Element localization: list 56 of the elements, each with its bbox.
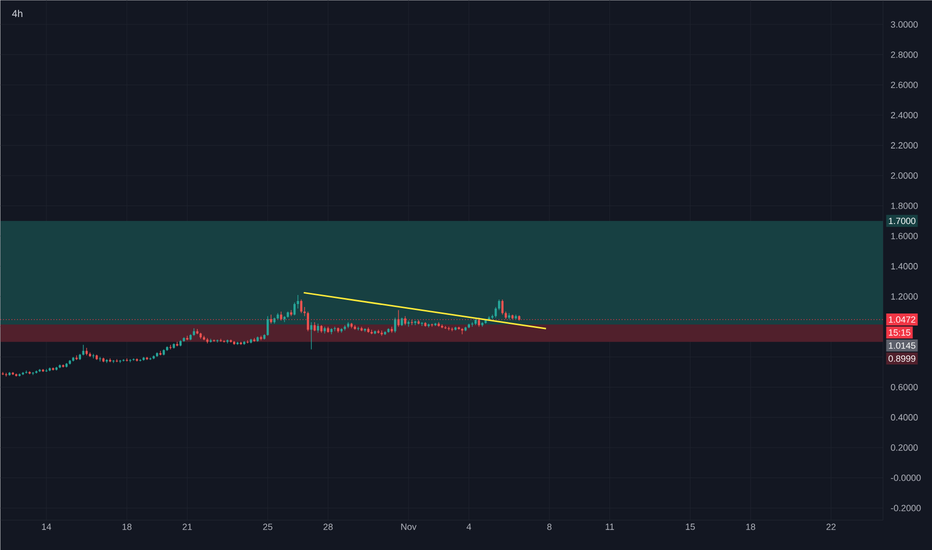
x-tick-label: 21	[182, 524, 192, 530]
y-tick-label: 1.8000	[891, 202, 918, 209]
candlestick	[45, 368, 48, 372]
candlestick	[159, 350, 162, 356]
y-tick-label: 0.2000	[890, 444, 918, 451]
x-tick-label: Nov	[401, 524, 417, 530]
y-tick-label: 2.8000	[891, 51, 918, 58]
x-tick-label: 18	[122, 524, 132, 530]
y-tick-label: 2.2000	[891, 142, 918, 148]
candlestick	[260, 335, 262, 341]
candlestick	[501, 299, 504, 315]
candlestick	[226, 339, 229, 344]
candlestick	[296, 294, 299, 309]
candlestick	[300, 299, 302, 314]
candlestick	[310, 322, 312, 350]
y-tick-label: 3.0000	[890, 21, 918, 28]
candlestick	[293, 302, 296, 316]
candlestick	[169, 344, 172, 350]
x-tick-label: 14	[42, 524, 52, 530]
candlestick	[410, 319, 413, 326]
candlestick	[364, 328, 366, 332]
y-tick-label: 2.6000	[891, 82, 918, 88]
candlestick	[314, 322, 316, 332]
x-tick-label: 15	[686, 524, 695, 530]
candlestick	[404, 316, 406, 326]
candlestick	[304, 306, 306, 316]
x-tick-label: 25	[263, 524, 272, 530]
text: 1.0145	[888, 342, 916, 349]
y-tick-label: 0.6000	[890, 384, 918, 390]
text: 4h	[12, 10, 22, 18]
y-tick-label: 2.4000	[891, 112, 918, 118]
x-tick-label: 22	[826, 524, 836, 530]
y-tick-label: 1.6000	[891, 232, 918, 240]
candlestick	[112, 360, 115, 364]
candlestick	[270, 314, 272, 324]
text: 15:15	[888, 329, 910, 336]
x-tick-label: 18	[746, 524, 756, 530]
x-tick-label: 11	[606, 524, 614, 530]
x-tick-label: 28	[324, 524, 333, 530]
y-tick-label: 1.4000	[891, 263, 918, 270]
x-tick-label: 8	[547, 524, 552, 530]
candlestick	[76, 355, 78, 360]
band-label: 0.8999	[888, 355, 916, 362]
y-tick-label: -0.0000	[890, 474, 921, 481]
x-tick-label: 4	[466, 524, 472, 530]
y-tick-label: 0.4000	[890, 414, 918, 421]
y-tick-label: -0.2000	[890, 504, 921, 512]
candlestick	[280, 311, 282, 321]
candlestick	[407, 320, 410, 327]
candlestick	[82, 344, 84, 356]
candlestick	[316, 323, 320, 334]
y-tick-label: 2.0000	[891, 172, 918, 179]
candlestick	[266, 316, 269, 336]
ref-line-label: 1.0472	[888, 316, 916, 323]
y-tick-label: 1.2000	[891, 293, 918, 300]
band-label: 1.7000	[888, 218, 916, 224]
